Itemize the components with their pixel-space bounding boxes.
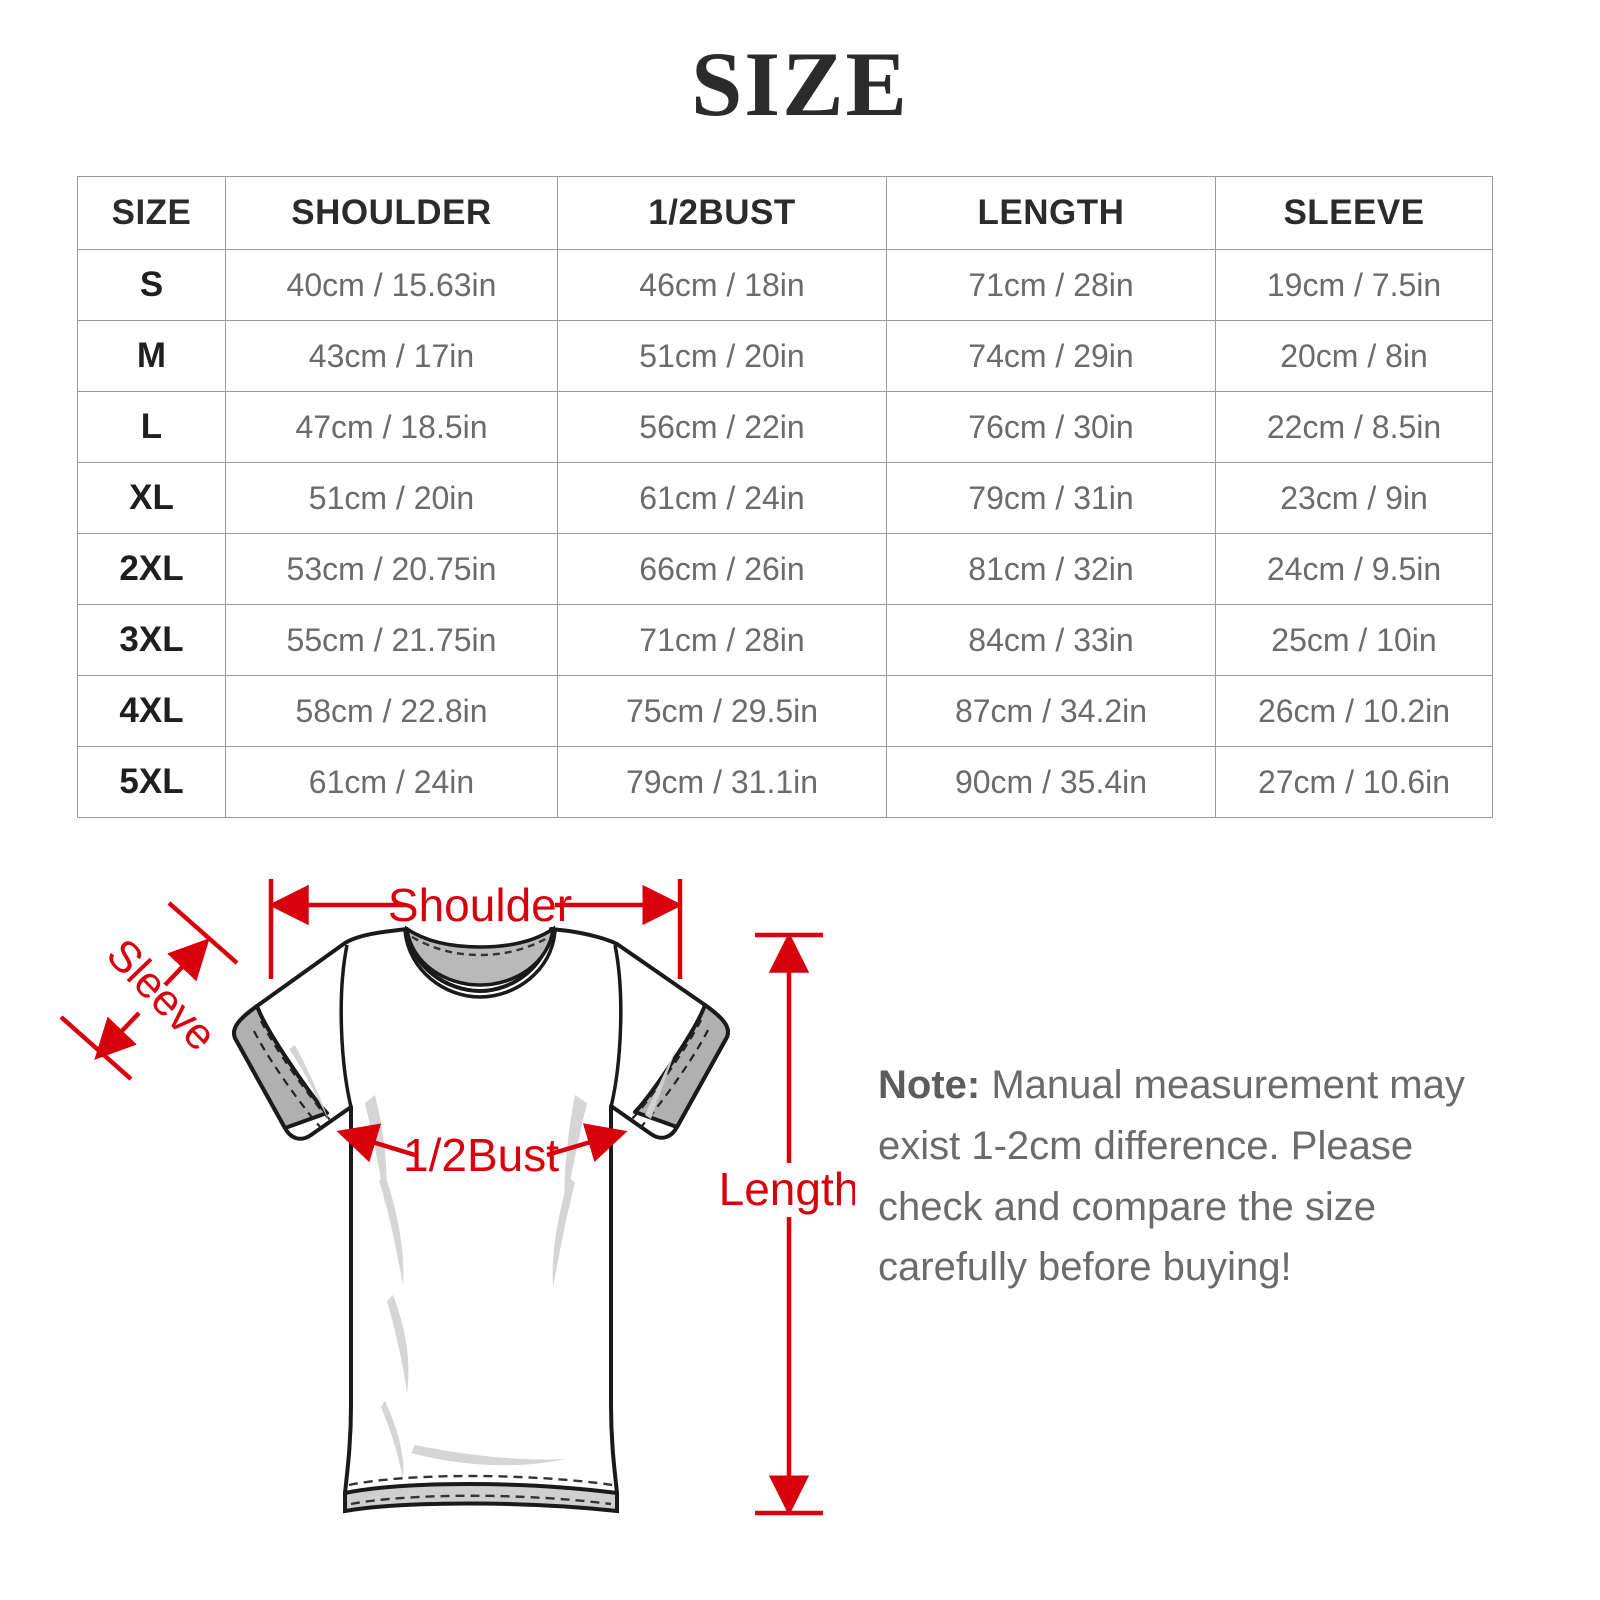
size-table: SIZE SHOULDER 1/2BUST LENGTH SLEEVE S 40… bbox=[77, 176, 1493, 818]
table-row: 3XL 55cm / 21.75in 71cm / 28in 84cm / 33… bbox=[77, 604, 1493, 676]
hem-stitch-lower bbox=[350, 1494, 612, 1506]
shoulder-label: Shoulder bbox=[388, 879, 572, 931]
cell-length: 81cm / 32in bbox=[886, 533, 1216, 605]
table-row: 5XL 61cm / 24in 79cm / 31.1in 90cm / 35.… bbox=[77, 746, 1493, 818]
cell-length: 76cm / 30in bbox=[886, 391, 1216, 463]
cell-size: L bbox=[77, 391, 226, 463]
cell-shoulder: 40cm / 15.63in bbox=[225, 249, 558, 321]
left-cuff-stitch bbox=[260, 1020, 334, 1124]
cell-sleeve: 22cm / 8.5in bbox=[1215, 391, 1493, 463]
cell-shoulder: 53cm / 20.75in bbox=[225, 533, 558, 605]
cell-shoulder: 61cm / 24in bbox=[225, 746, 558, 818]
note-body: Manual measurement may exist 1-2cm diffe… bbox=[878, 1063, 1465, 1290]
cell-length: 84cm / 33in bbox=[886, 604, 1216, 676]
table-row: M 43cm / 17in 51cm / 20in 74cm / 29in 20… bbox=[77, 320, 1493, 392]
cell-size: 3XL bbox=[77, 604, 226, 676]
right-armhole-seam bbox=[609, 944, 623, 1108]
column-header-size: SIZE bbox=[77, 176, 226, 250]
tshirt-outline bbox=[232, 927, 730, 1495]
column-header-shoulder: SHOULDER bbox=[225, 176, 558, 250]
column-header-bust: 1/2BUST bbox=[557, 176, 887, 250]
sleeve-cap-bottom bbox=[59, 1015, 133, 1081]
cell-bust: 75cm / 29.5in bbox=[557, 675, 887, 747]
cell-shoulder: 55cm / 21.75in bbox=[225, 604, 558, 676]
cell-bust: 71cm / 28in bbox=[557, 604, 887, 676]
left-cuff-stitch-2 bbox=[253, 1030, 327, 1134]
sleeve-arrow-down bbox=[94, 1011, 141, 1060]
cell-sleeve: 26cm / 10.2in bbox=[1215, 675, 1493, 747]
table-header-row: SIZE SHOULDER 1/2BUST LENGTH SLEEVE bbox=[77, 176, 1493, 250]
note-block: Note: Manual measurement may exist 1-2cm… bbox=[878, 1055, 1498, 1298]
cell-size: 2XL bbox=[77, 533, 226, 605]
cell-length: 74cm / 29in bbox=[886, 320, 1216, 392]
length-measure: Length bbox=[719, 932, 855, 1516]
cell-bust: 79cm / 31.1in bbox=[557, 746, 887, 818]
note-label: Note: bbox=[878, 1063, 981, 1107]
sleeve-cap-top bbox=[167, 901, 239, 965]
cell-sleeve: 19cm / 7.5in bbox=[1215, 249, 1493, 321]
cell-bust: 66cm / 26in bbox=[557, 533, 887, 605]
bust-label: 1/2Bust bbox=[403, 1129, 559, 1181]
column-header-sleeve: SLEEVE bbox=[1215, 176, 1493, 250]
collar-band bbox=[403, 930, 557, 999]
cell-bust: 46cm / 18in bbox=[557, 249, 887, 321]
cell-size: XL bbox=[77, 462, 226, 534]
table-row: 2XL 53cm / 20.75in 66cm / 26in 81cm / 32… bbox=[77, 533, 1493, 605]
cell-shoulder: 51cm / 20in bbox=[225, 462, 558, 534]
cell-size: 5XL bbox=[77, 746, 226, 818]
cell-length: 87cm / 34.2in bbox=[886, 675, 1216, 747]
cell-sleeve: 24cm / 9.5in bbox=[1215, 533, 1493, 605]
tshirt-illustration bbox=[232, 925, 730, 1514]
tshirt-diagram-svg: Shoulder Sleeve 1/2Bust Length bbox=[59, 879, 855, 1516]
fabric-folds bbox=[289, 1045, 677, 1479]
column-header-length: LENGTH bbox=[886, 176, 1216, 250]
shoulder-measure: Shoulder bbox=[268, 879, 683, 979]
tshirt-collar bbox=[404, 925, 556, 987]
cell-sleeve: 23cm / 9in bbox=[1215, 462, 1493, 534]
cell-sleeve: 27cm / 10.6in bbox=[1215, 746, 1493, 818]
cell-size: S bbox=[77, 249, 226, 321]
collar-stitch bbox=[411, 935, 550, 957]
cell-bust: 56cm / 22in bbox=[557, 391, 887, 463]
table-row: L 47cm / 18.5in 56cm / 22in 76cm / 30in … bbox=[77, 391, 1493, 463]
page-title: SIZE bbox=[691, 33, 909, 135]
cell-size: M bbox=[77, 320, 226, 392]
size-table-container: SIZE SHOULDER 1/2BUST LENGTH SLEEVE S 40… bbox=[77, 176, 1493, 818]
cell-length: 79cm / 31in bbox=[886, 462, 1216, 534]
table-row: XL 51cm / 20in 61cm / 24in 79cm / 31in 2… bbox=[77, 462, 1493, 534]
cell-shoulder: 43cm / 17in bbox=[225, 320, 558, 392]
cell-bust: 51cm / 20in bbox=[557, 320, 887, 392]
bust-measure: 1/2Bust bbox=[336, 1123, 628, 1181]
table-row: S 40cm / 15.63in 46cm / 18in 71cm / 28in… bbox=[77, 249, 1493, 321]
bust-arrow-left bbox=[336, 1123, 416, 1163]
length-label: Length bbox=[719, 1163, 855, 1215]
cell-shoulder: 58cm / 22.8in bbox=[225, 675, 558, 747]
hem-stitch-upper bbox=[348, 1474, 614, 1487]
measurement-diagram: Shoulder Sleeve 1/2Bust Length bbox=[0, 845, 1600, 1600]
table-row: 4XL 58cm / 22.8in 75cm / 29.5in 87cm / 3… bbox=[77, 675, 1493, 747]
cell-shoulder: 47cm / 18.5in bbox=[225, 391, 558, 463]
right-cuff-stitch bbox=[628, 1019, 702, 1123]
bust-arrow-right bbox=[546, 1123, 628, 1163]
cell-sleeve: 20cm / 8in bbox=[1215, 320, 1493, 392]
sleeve-arrow-up bbox=[163, 938, 210, 987]
hem-band bbox=[343, 1482, 619, 1514]
sleeve-measure: Sleeve bbox=[59, 901, 239, 1081]
cell-length: 71cm / 28in bbox=[886, 249, 1216, 321]
cell-length: 90cm / 35.4in bbox=[886, 746, 1216, 818]
cell-size: 4XL bbox=[77, 675, 226, 747]
right-cuff-stitch-2 bbox=[635, 1029, 709, 1133]
sleeve-label: Sleeve bbox=[97, 930, 226, 1061]
cell-bust: 61cm / 24in bbox=[557, 462, 887, 534]
left-armhole-seam bbox=[339, 944, 353, 1108]
cell-sleeve: 25cm / 10in bbox=[1215, 604, 1493, 676]
